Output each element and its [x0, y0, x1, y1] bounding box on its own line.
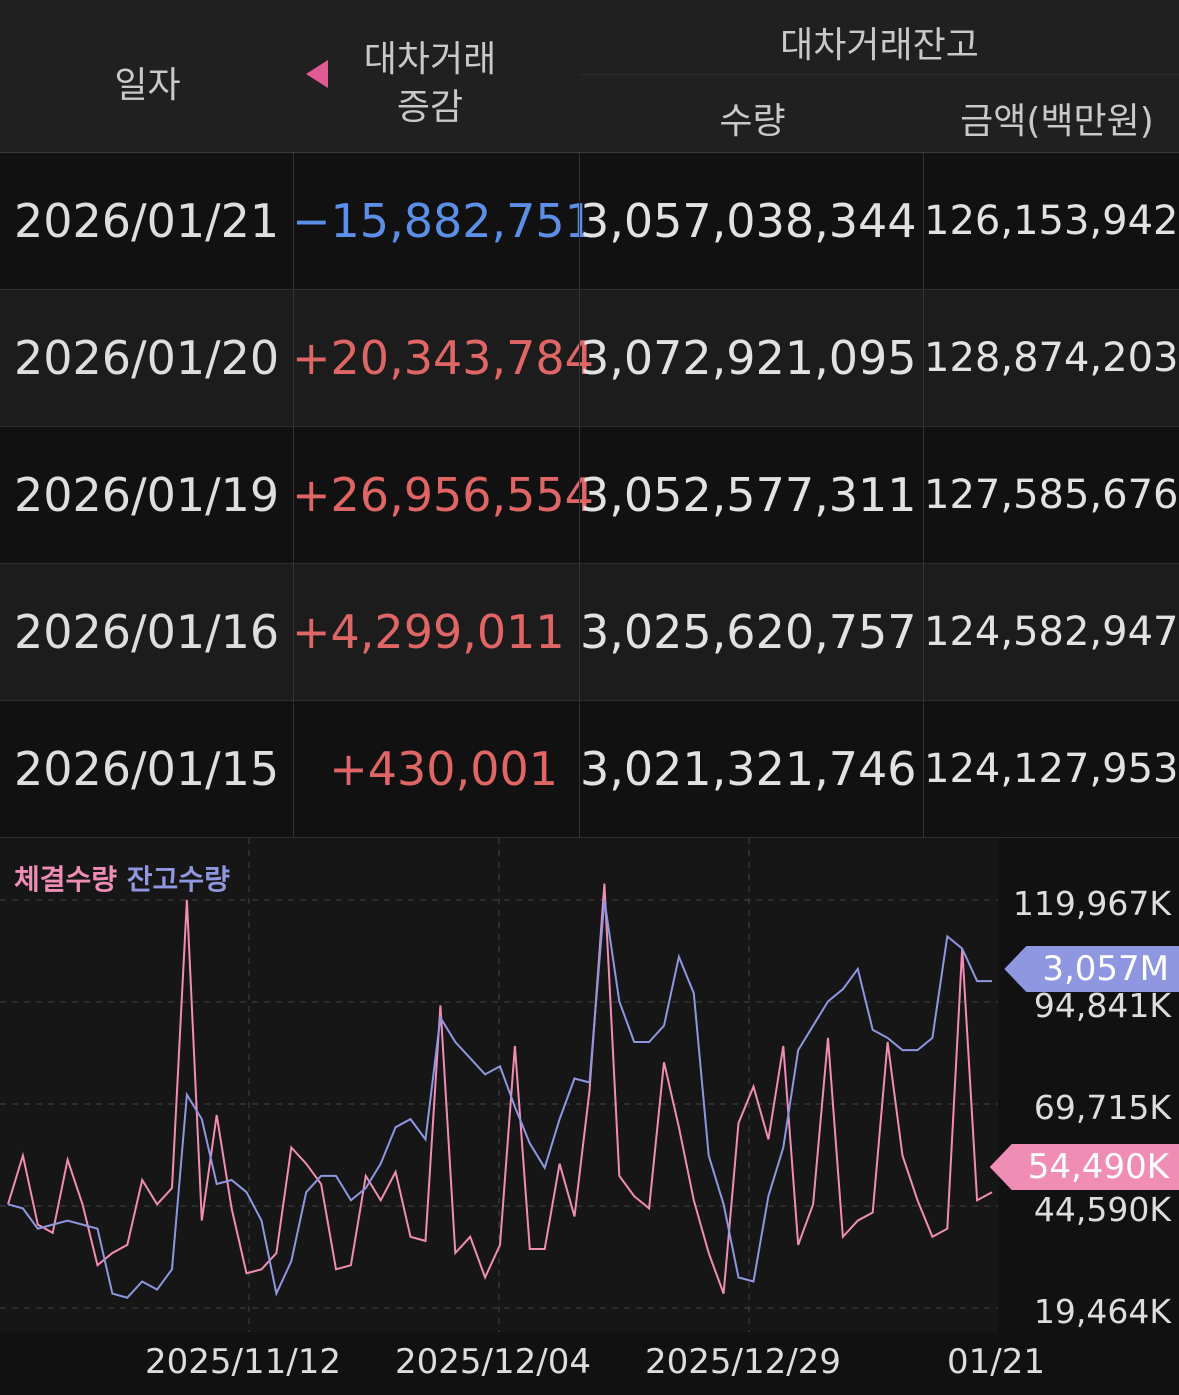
x-tick-label: 2025/12/04 — [395, 1342, 591, 1382]
qty-cell: 3,025,620,757 — [580, 605, 917, 659]
qty-cell: 3,072,921,095 — [580, 331, 917, 385]
balance-last-value-tag: 3,057M — [1004, 946, 1179, 992]
line-chart — [0, 838, 998, 1332]
x-tick-label: 2025/12/29 — [645, 1342, 841, 1382]
date-column-header: 일자 — [114, 65, 181, 106]
date-cell: 2026/01/20 — [14, 331, 280, 385]
qty-cell: 3,021,321,746 — [580, 742, 917, 796]
legend-trade-qty: 체결수량 — [14, 863, 118, 896]
amount-cell: 124,127,953 — [924, 746, 1179, 792]
column-divider — [579, 153, 580, 838]
trade-qty-line — [7, 883, 993, 1294]
y-tick-label: 119,967K — [1012, 884, 1171, 923]
amount-cell: 126,153,942 — [924, 198, 1179, 244]
delta-cell: +430,001 — [329, 742, 558, 796]
delta-cell: +4,299,011 — [292, 605, 565, 659]
row-divider — [0, 563, 1179, 564]
header-divider — [580, 74, 1179, 75]
legend-balance-qty: 잔고수량 — [126, 863, 230, 896]
table-row[interactable]: 2026/01/19 +26,956,554 3,052,577,311 127,58… — [0, 427, 1179, 563]
qty-column-header: 수량 — [719, 101, 786, 142]
y-tick-label: 94,841K — [1033, 986, 1171, 1025]
date-cell: 2026/01/21 — [14, 194, 280, 248]
row-divider — [0, 837, 1179, 838]
table-row[interactable]: 2026/01/15 +430,001 3,021,321,746 124,127,9… — [0, 701, 1179, 837]
y-tick-label: 69,715K — [1033, 1088, 1171, 1127]
chart-legend: 체결수량 잔고수량 — [14, 858, 230, 898]
column-divider — [923, 153, 924, 838]
trade-last-value-tag: 54,490K — [989, 1144, 1179, 1190]
sort-left-icon[interactable] — [306, 60, 328, 88]
balance-qty-line — [7, 899, 992, 1299]
amount-cell: 124,582,947 — [924, 609, 1179, 655]
amount-cell: 128,874,203 — [924, 335, 1179, 381]
amount-cell: 127,585,676 — [924, 472, 1179, 518]
qty-cell: 3,057,038,344 — [580, 194, 917, 248]
row-divider — [0, 289, 1179, 290]
x-tick-label: 01/21 — [947, 1342, 1045, 1382]
date-cell: 2026/01/19 — [14, 468, 280, 522]
column-divider — [293, 153, 294, 838]
date-cell: 2026/01/15 — [14, 742, 280, 796]
y-tick-label: 19,464K — [1033, 1292, 1171, 1331]
change-column-header-line1: 대차거래 — [363, 39, 497, 80]
date-cell: 2026/01/16 — [14, 605, 280, 659]
y-tick-label: 44,590K — [1033, 1190, 1171, 1229]
table-row[interactable]: 2026/01/20 +20,343,784 3,072,921,095 128,87… — [0, 290, 1179, 426]
amount-column-header: 금액(백만원) — [960, 101, 1154, 142]
delta-cell: +20,343,784 — [292, 331, 594, 385]
row-divider — [0, 426, 1179, 427]
table-row[interactable]: 2026/01/16 +4,299,011 3,025,620,757 124,582… — [0, 564, 1179, 700]
table-row[interactable]: 2026/01/21 −15,882,751 3,057,038,344 126,15… — [0, 153, 1179, 289]
change-column-header-line2: 증감 — [396, 87, 464, 128]
delta-cell: +26,956,554 — [292, 468, 594, 522]
delta-cell: −15,882,751 — [292, 194, 594, 248]
table-header: 일자 대차거래 증감 대차거래잔고 수량 금액(백만원) — [0, 0, 1179, 153]
row-divider — [0, 700, 1179, 701]
balance-group-header: 대차거래잔고 — [780, 25, 979, 66]
qty-cell: 3,052,577,311 — [580, 468, 917, 522]
x-tick-label: 2025/11/12 — [145, 1342, 341, 1382]
